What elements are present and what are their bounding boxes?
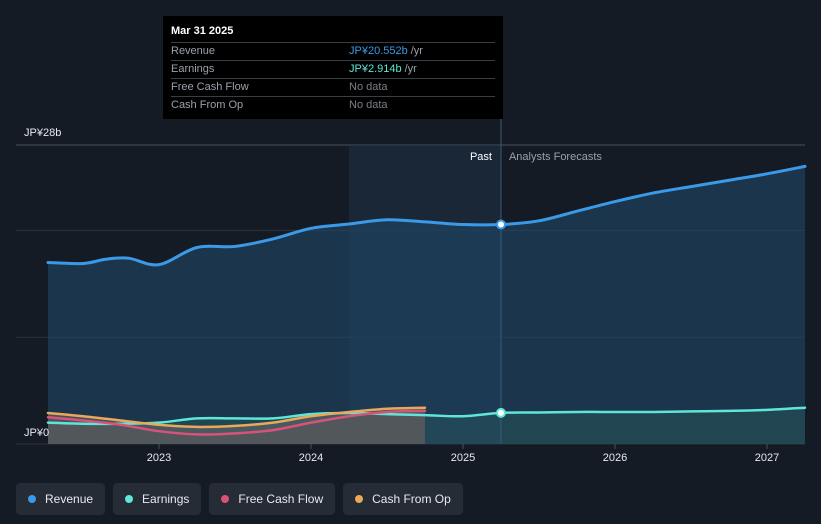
earnings-marker — [495, 407, 506, 418]
legend-item-label: Cash From Op — [372, 492, 451, 506]
tooltip-row: Earnings JP¥2.914b/yr — [171, 61, 495, 79]
chart-legend: Revenue Earnings Free Cash Flow Cash From O… — [16, 483, 463, 515]
x-tick-label: 2024 — [299, 452, 323, 464]
legend-dot-icon — [355, 495, 364, 503]
past-label: Past — [470, 151, 492, 163]
tooltip-row-value: JP¥20.552b — [349, 45, 408, 57]
data-tooltip: Mar 31 2025 Revenue JP¥20.552b/yr Earnings… — [163, 16, 503, 119]
tooltip-row-value: No data — [349, 99, 388, 111]
x-tick-label: 2026 — [603, 452, 627, 464]
revenue-area — [48, 166, 805, 444]
legend-dot-icon — [28, 495, 36, 503]
tooltip-row-value: No data — [349, 81, 388, 93]
x-axis-ticks: 2023 2024 2025 2026 2027 — [147, 444, 779, 464]
legend-dot-icon — [221, 495, 230, 503]
x-tick-label: 2025 — [451, 452, 475, 464]
tooltip-row-unit: /yr — [410, 45, 423, 57]
legend-item-cash-from-op[interactable]: Cash From Op — [343, 483, 463, 515]
earnings-line — [46, 406, 807, 426]
revenue-marker — [495, 219, 506, 230]
legend-item-label: Free Cash Flow — [238, 492, 324, 506]
tooltip-row-unit: /yr — [404, 63, 417, 75]
legend-item-free-cash-flow[interactable]: Free Cash Flow — [209, 483, 336, 515]
tooltip-row: Free Cash Flow No data — [171, 79, 495, 97]
tooltip-row-label: Cash From Op — [171, 99, 244, 111]
revenue-line — [46, 164, 807, 267]
legend-item-label: Earnings — [142, 492, 190, 506]
x-tick-label: 2027 — [755, 452, 779, 464]
x-tick-label: 2023 — [147, 452, 171, 464]
tooltip-row-label: Earnings — [171, 63, 215, 75]
tooltip-row: Revenue JP¥20.552b/yr — [171, 43, 495, 61]
tooltip-date: Mar 31 2025 — [171, 24, 495, 43]
tooltip-row-value: JP¥2.914b — [349, 63, 402, 75]
free-cash-flow-line — [46, 409, 427, 436]
cash-from-op-line — [46, 406, 427, 429]
tooltip-rows: Revenue JP¥20.552b/yr Earnings JP¥2.914b/yr… — [171, 43, 495, 114]
tooltip-row-label: Free Cash Flow — [171, 81, 249, 93]
legend-item-earnings[interactable]: Earnings — [113, 483, 202, 515]
y-axis-top-label: JP¥28b — [24, 127, 61, 139]
hover-markers — [495, 219, 506, 418]
forecast-label: Analysts Forecasts — [509, 151, 602, 163]
tooltip-row: Cash From Op No data — [171, 97, 495, 114]
tooltip-row-label: Revenue — [171, 45, 216, 57]
legend-item-label: Revenue — [45, 492, 94, 506]
legend-item-revenue[interactable]: Revenue — [16, 483, 106, 515]
legend-dot-icon — [125, 495, 134, 503]
revenue-earnings-chart: JP¥28b JP¥0 Past Analysts Forecasts 2023… — [16, 119, 807, 464]
series-lines — [46, 164, 807, 436]
y-axis-bottom-label: JP¥0 — [24, 427, 49, 439]
